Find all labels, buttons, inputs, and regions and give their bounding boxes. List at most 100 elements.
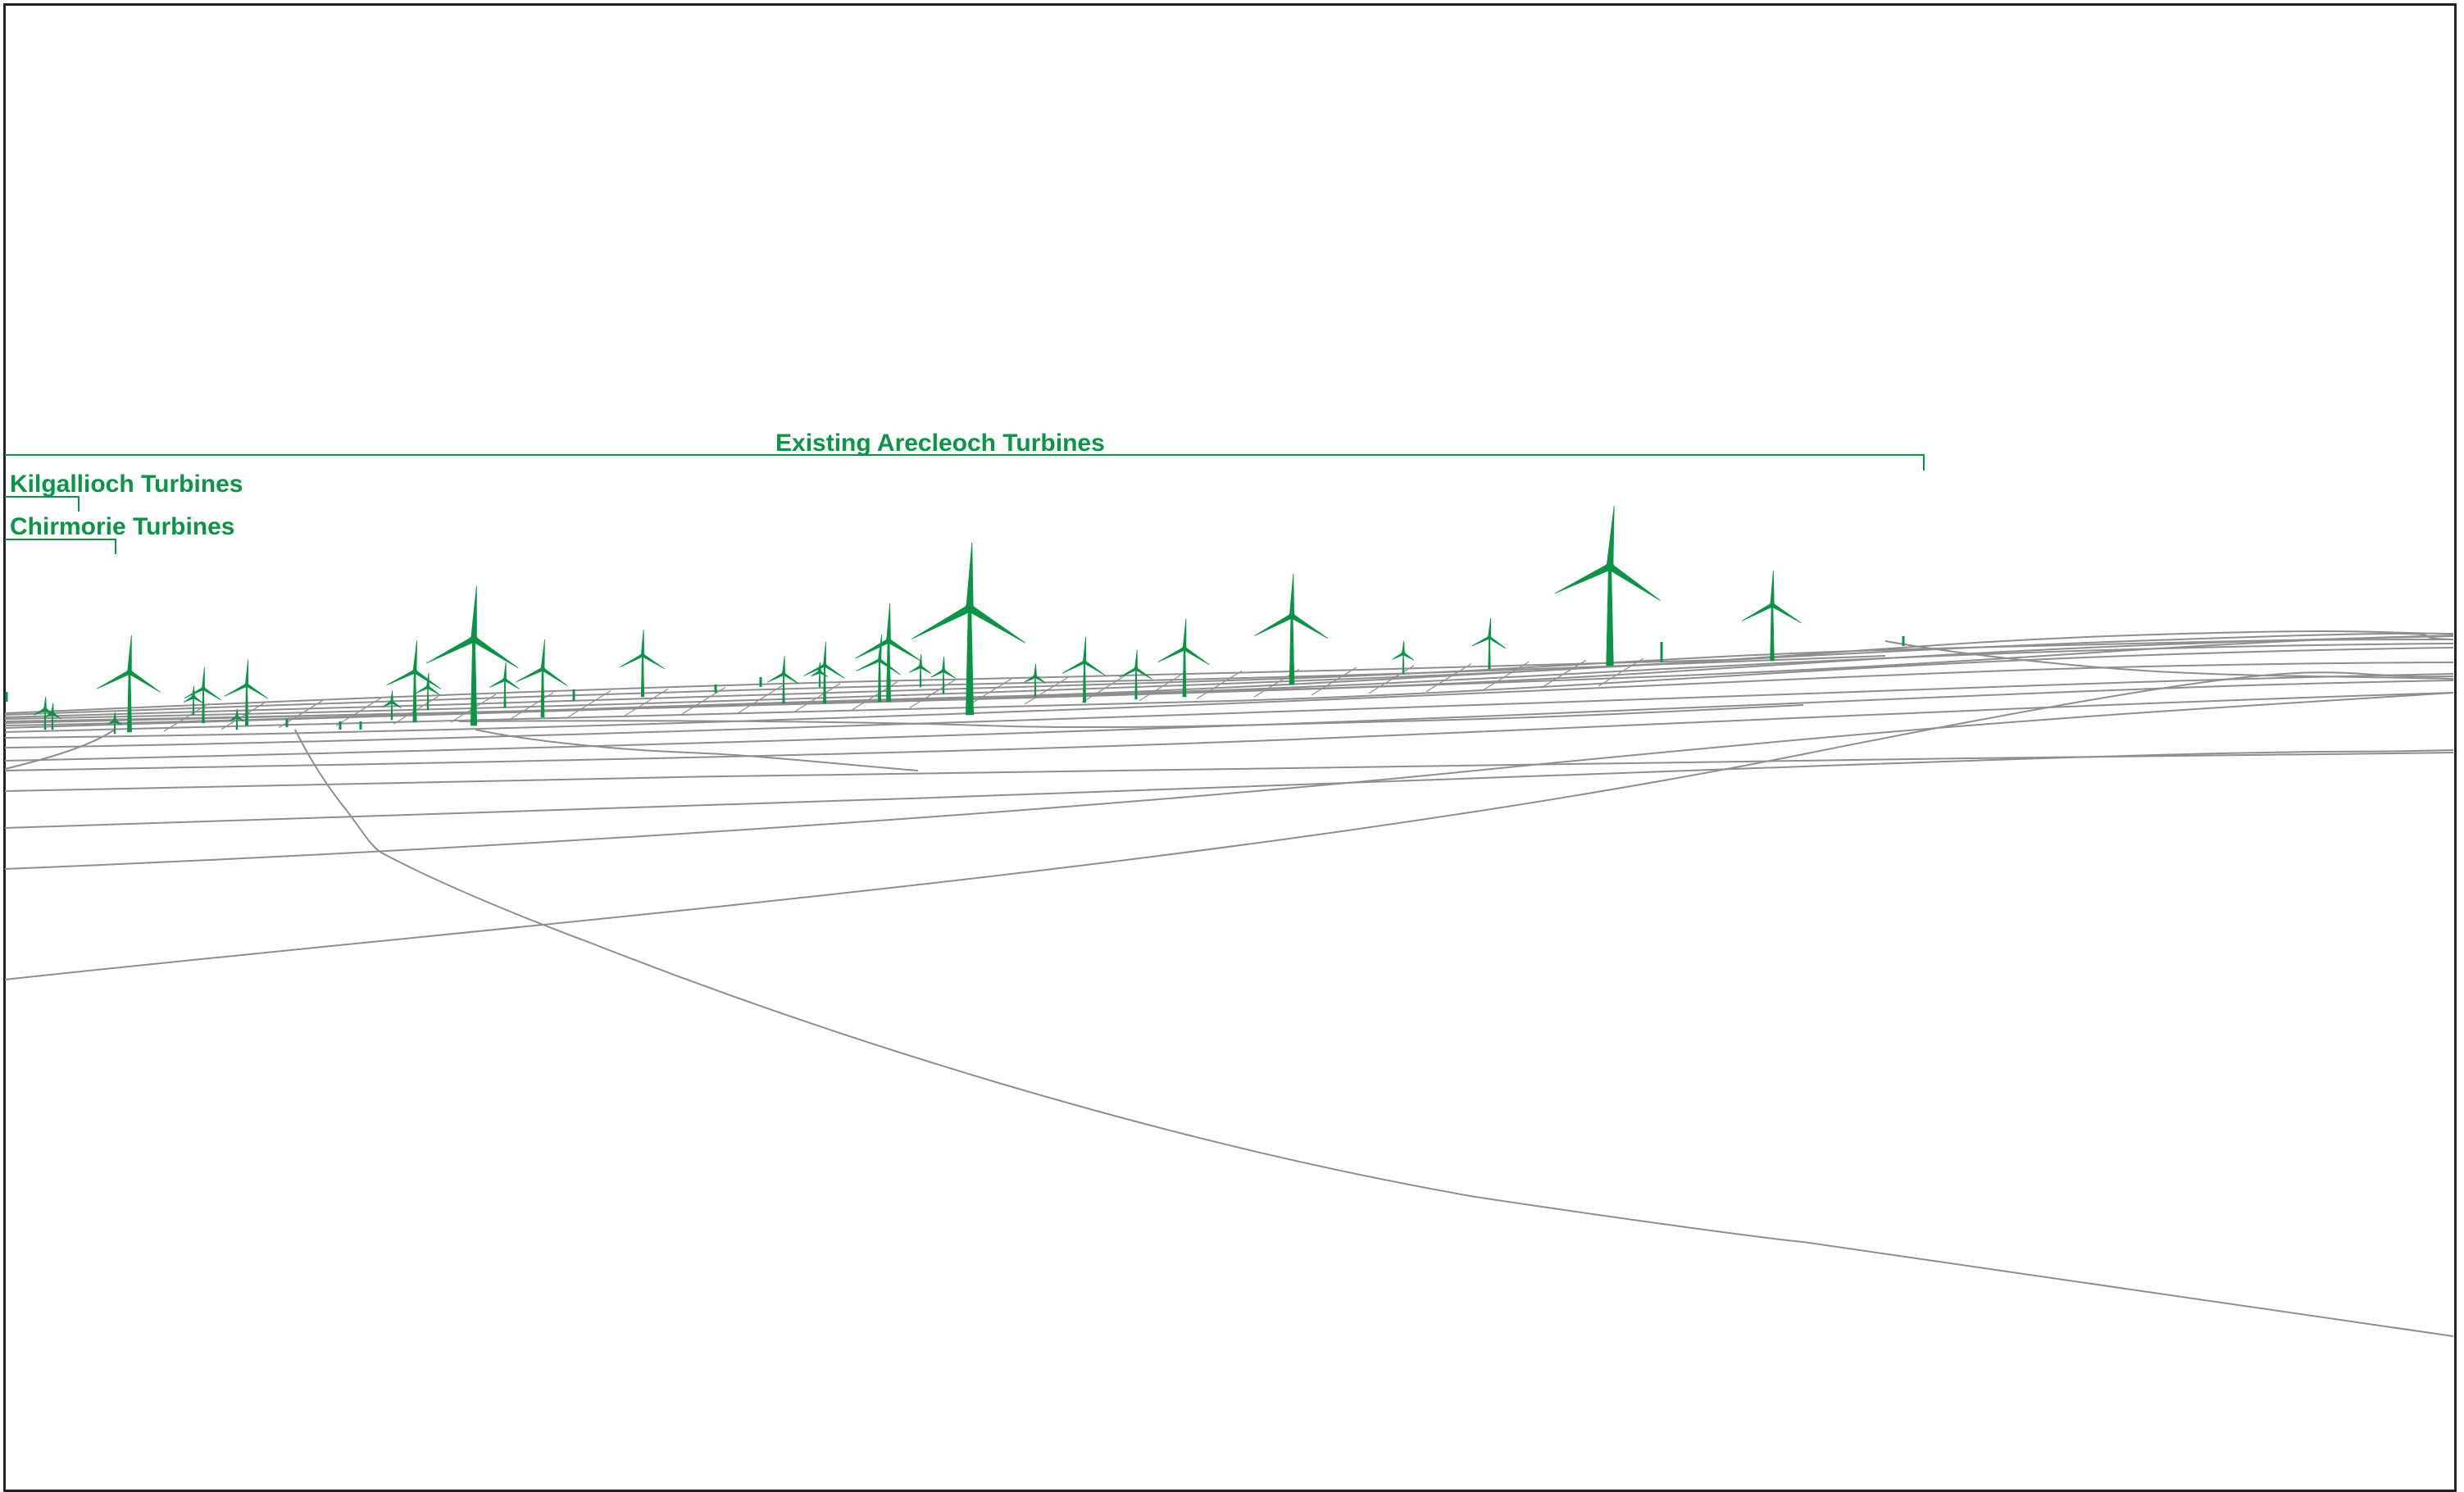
turbine-tower	[202, 688, 205, 724]
turbine-hub	[817, 669, 822, 674]
turbine-blade	[1488, 617, 1492, 639]
turbine-hub	[918, 664, 923, 669]
turbine-blade	[1606, 505, 1615, 567]
turbine-blade	[96, 670, 131, 689]
terrain-line	[4, 630, 2454, 720]
turbine-blade	[1254, 613, 1293, 636]
turbine	[224, 659, 268, 726]
turbine-tower	[886, 640, 891, 703]
turbine-hub	[1769, 602, 1775, 608]
turbine-blade	[886, 603, 891, 642]
turbine-tower	[470, 639, 478, 726]
turbine-tower	[640, 654, 645, 698]
turbine	[930, 656, 956, 694]
turbine-tower	[877, 659, 882, 703]
turbine	[1554, 505, 1661, 666]
turbine-blade	[782, 655, 785, 675]
turbine-tower	[1770, 604, 1775, 662]
turbine-blade	[127, 635, 132, 673]
terrain-mesh-line	[794, 683, 841, 712]
terrain-mesh-line	[1311, 666, 1357, 696]
label-arecleoch: Existing Arecleoch Turbines	[775, 430, 1105, 457]
turbine-tower	[244, 685, 249, 726]
turbine	[43, 703, 61, 730]
terrain-line	[4, 692, 2454, 870]
turbine	[96, 635, 161, 733]
label-kilgallioch: Kilgallioch Turbines	[10, 471, 243, 498]
turbine	[766, 655, 799, 704]
turbine-tower	[966, 607, 974, 716]
terrain-line	[4, 662, 2454, 739]
turbine-blade	[224, 683, 248, 697]
bracket-arecleoch	[5, 454, 1925, 471]
terrain-line	[475, 729, 919, 771]
turbine-tower	[1034, 675, 1037, 698]
turbine-blade	[128, 670, 161, 693]
terrain-line	[4, 655, 1886, 716]
turbine-blade	[471, 585, 477, 640]
turbine-tower	[1082, 662, 1087, 703]
turbine-tower	[51, 712, 54, 730]
turbine-blade	[1607, 563, 1661, 601]
turbine-hub	[1605, 562, 1615, 571]
turbine-hub	[50, 711, 55, 716]
terrain-line	[4, 729, 116, 770]
turbine-tower	[919, 666, 922, 688]
turbine-blade	[1083, 636, 1086, 662]
turbine-blade	[541, 667, 568, 686]
turbine-blade	[855, 639, 890, 659]
turbine-tower	[426, 686, 430, 711]
turbine-hub	[425, 685, 430, 689]
turbine-tower	[1606, 566, 1614, 666]
turbine-tower	[192, 697, 195, 716]
turbine-blade	[856, 658, 881, 671]
turbine	[1062, 636, 1106, 703]
turbine	[856, 634, 901, 703]
turbine-blade	[911, 604, 972, 639]
terrain-line	[4, 671, 2454, 980]
turbine	[489, 662, 520, 708]
terrain-mesh-line	[1425, 663, 1472, 693]
terrain-line	[294, 729, 2454, 1337]
terrain-mesh-line	[1139, 672, 1185, 702]
turbine-hub	[822, 663, 827, 667]
turbine-blade	[516, 666, 544, 683]
turbine-hub	[234, 715, 239, 719]
turbine-hub	[201, 686, 206, 691]
turbine-blade	[1554, 563, 1612, 594]
turbine-hub	[640, 653, 645, 657]
turbine-tower	[540, 668, 545, 718]
turbine-hub	[1401, 651, 1406, 656]
turbine-blade	[1770, 570, 1775, 606]
turbine-blade	[1290, 613, 1328, 639]
turbine-blade	[245, 659, 248, 685]
turbine-blade	[471, 636, 519, 669]
turbine-hub	[389, 699, 394, 704]
turbine-blade	[1771, 603, 1802, 624]
turbine-tower	[412, 671, 417, 723]
turbine-hub	[1033, 674, 1038, 679]
turbine	[516, 639, 568, 718]
terrain-line	[4, 692, 2454, 771]
turbine-group	[5, 505, 1905, 735]
turbine-blade	[942, 656, 945, 671]
turbine-hub	[1289, 612, 1295, 620]
terrain-line	[4, 752, 2454, 792]
terrain-line	[4, 659, 1722, 714]
turbine-blade	[620, 653, 644, 668]
turbine-hub	[1082, 659, 1087, 664]
turbine	[107, 712, 122, 735]
turbine	[381, 690, 402, 721]
terrain-mesh-line	[680, 686, 726, 716]
terrain-mesh-line	[1598, 657, 1644, 687]
turbine	[909, 653, 932, 688]
turbine	[620, 629, 665, 698]
turbine	[1741, 570, 1802, 662]
turbine-blade	[1183, 647, 1210, 666]
turbine-hub	[191, 694, 196, 699]
turbine	[811, 662, 829, 688]
terrain-line	[1884, 640, 2454, 680]
turbine-hub	[965, 603, 975, 613]
bracket-chirmorie	[5, 539, 116, 554]
